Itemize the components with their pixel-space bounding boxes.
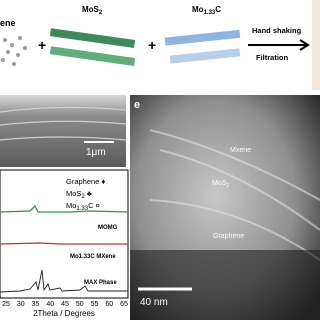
label: Mo1.33C <box>192 5 221 16</box>
subscript: 1.33 <box>76 206 88 212</box>
legend-entry: Mo1.33C ¤ <box>66 201 100 212</box>
arrow <box>248 39 310 51</box>
subscript: 2 <box>99 10 103 16</box>
subscript: 2 <box>81 194 85 200</box>
x-tick-label: 30 <box>17 301 25 308</box>
text: MoS <box>66 189 81 198</box>
legend: Graphene ♦ MoS2 ♣ Mo1.33C ¤ <box>66 177 105 212</box>
mos2-icon <box>49 28 136 66</box>
edge <box>312 0 320 90</box>
text: C <box>215 5 221 14</box>
x-tick-label: 65 <box>120 301 128 308</box>
layer-label: MoS2 <box>212 180 229 189</box>
text: Mo <box>192 5 204 14</box>
mxene-icon <box>164 29 241 64</box>
graphene-icon <box>1 36 27 66</box>
synthesis-panel: ene + MoS2 + Mo1.33C Hand shaking Filtra… <box>0 0 320 90</box>
trace <box>0 242 128 245</box>
x-tick-label: 55 <box>91 301 99 308</box>
sem-panel: 1μm <box>0 95 127 167</box>
label: MoS2 <box>82 5 103 16</box>
legend-entry: MoS2 ♣ <box>66 189 92 200</box>
legend-entry: Graphene ♦ <box>66 177 105 186</box>
scale-label: 40 nm <box>140 297 168 308</box>
layer-label: Graphene <box>213 233 244 240</box>
x-ticks: 25 30 35 40 45 50 55 60 65 <box>2 301 128 308</box>
trace <box>0 269 128 293</box>
xrd-panel: Graphene ♦ MoS2 ♣ Mo1.33C ¤ MOMG Mo1.33C… <box>0 169 129 318</box>
subscript: 1.33 <box>204 10 216 16</box>
x-tick-label: 60 <box>105 301 113 308</box>
trace-label: Mo1.33C MXene <box>70 254 116 260</box>
layer-label: Mxene <box>230 147 251 154</box>
x-tick-label: 45 <box>61 301 69 308</box>
trace-label: MAX Phase <box>84 280 117 286</box>
step: Hand shaking <box>252 26 302 35</box>
plus: + <box>38 37 46 53</box>
x-tick-label: 35 <box>32 301 40 308</box>
panel-label: e <box>134 99 140 111</box>
tem-panel: e Mxene MoS2 Graphene 40 nm <box>130 95 320 320</box>
text: C <box>88 201 94 210</box>
symbol: ♦ <box>101 177 105 186</box>
step: Filtration <box>256 53 288 62</box>
text: Graphene <box>66 177 99 186</box>
x-tick-label: 25 <box>2 301 10 308</box>
symbol: ♣ <box>87 189 92 198</box>
x-tick-label: 40 <box>46 301 54 308</box>
trace-label: MOMG <box>98 225 118 231</box>
trace <box>0 204 129 213</box>
plus: + <box>148 37 156 53</box>
subscript: 2 <box>226 183 229 189</box>
x-axis-label: 2Theta / Degrees <box>33 309 95 318</box>
label: ene <box>0 18 16 28</box>
x-tick-label: 50 <box>76 301 84 308</box>
symbol: ¤ <box>96 201 100 210</box>
text: MoS <box>82 5 100 14</box>
text: MoS <box>212 180 227 187</box>
scale-label: 1μm <box>86 147 106 158</box>
text: Mo <box>66 201 76 210</box>
